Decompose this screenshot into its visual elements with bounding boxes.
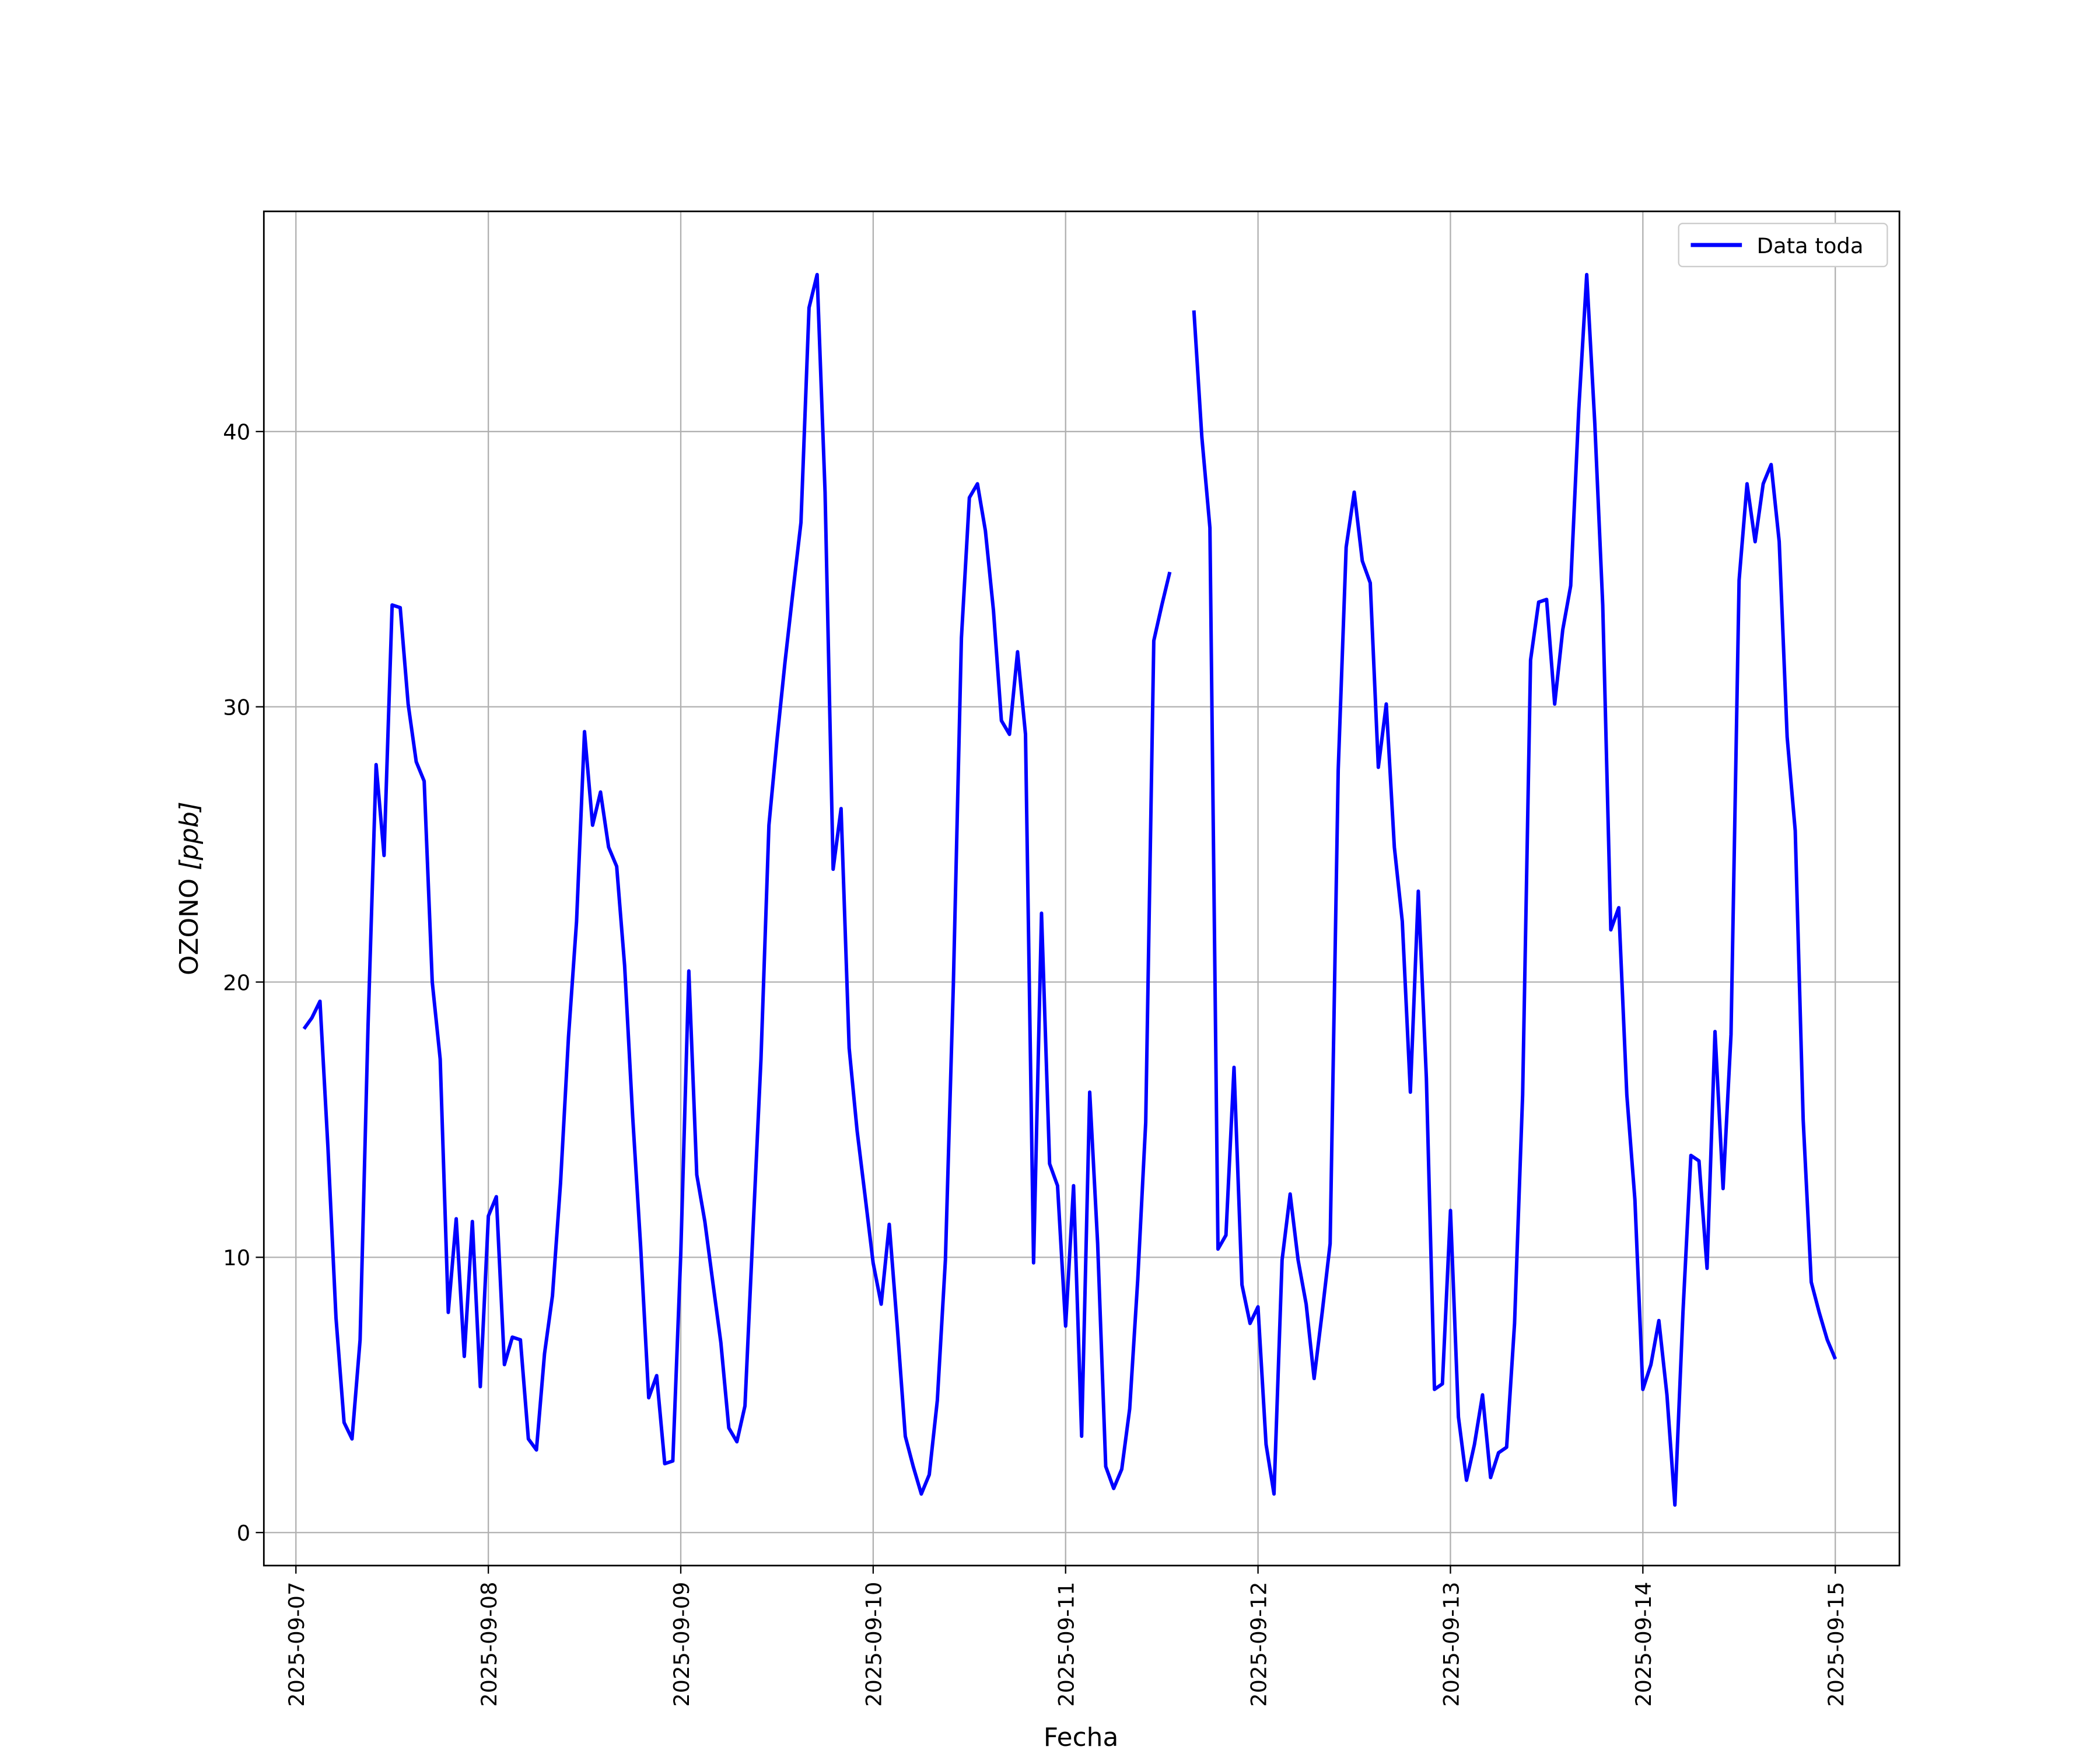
legend: Data toda <box>1678 222 1888 268</box>
series-line-segment <box>302 272 1172 1496</box>
x-tick-label: 2025-09-07 <box>284 1582 309 1707</box>
x-tick-label: 2025-09-09 <box>669 1582 694 1707</box>
y-axis-label-main: OZONO <box>174 870 204 975</box>
x-tick-label: 2025-09-11 <box>1054 1582 1079 1707</box>
x-tick-label: 2025-09-14 <box>1631 1582 1656 1707</box>
legend-box <box>1678 222 1888 268</box>
y-tick-label: 20 <box>223 970 250 995</box>
y-tick-label: 0 <box>237 1521 250 1546</box>
series-layer <box>302 272 1838 1507</box>
ticks: 0 10 20 30 40 2025-09-07 2025-09-08 2025-09-09 2… <box>223 420 1849 1707</box>
series-line-segment <box>1192 272 1838 1507</box>
x-tick-label: 2025-09-15 <box>1824 1582 1849 1707</box>
legend-label: Data toda <box>1757 233 1864 258</box>
x-tick-label: 2025-09-10 <box>862 1582 887 1707</box>
x-tick-label: 2025-09-08 <box>477 1582 502 1707</box>
x-tick-label: 2025-09-13 <box>1438 1582 1464 1707</box>
x-axis-label: Fecha <box>1044 1723 1119 1750</box>
x-tick-label: 2025-09-12 <box>1246 1582 1271 1707</box>
y-tick-label: 10 <box>223 1245 250 1270</box>
plot-frame <box>262 210 1901 1567</box>
grid <box>264 211 1900 1566</box>
y-axis-label: OZONO [ppb] <box>174 802 204 975</box>
y-tick-label: 30 <box>223 695 250 720</box>
y-tick-label: 40 <box>223 420 250 445</box>
y-axis-label-unit: [ppb] <box>174 802 204 870</box>
